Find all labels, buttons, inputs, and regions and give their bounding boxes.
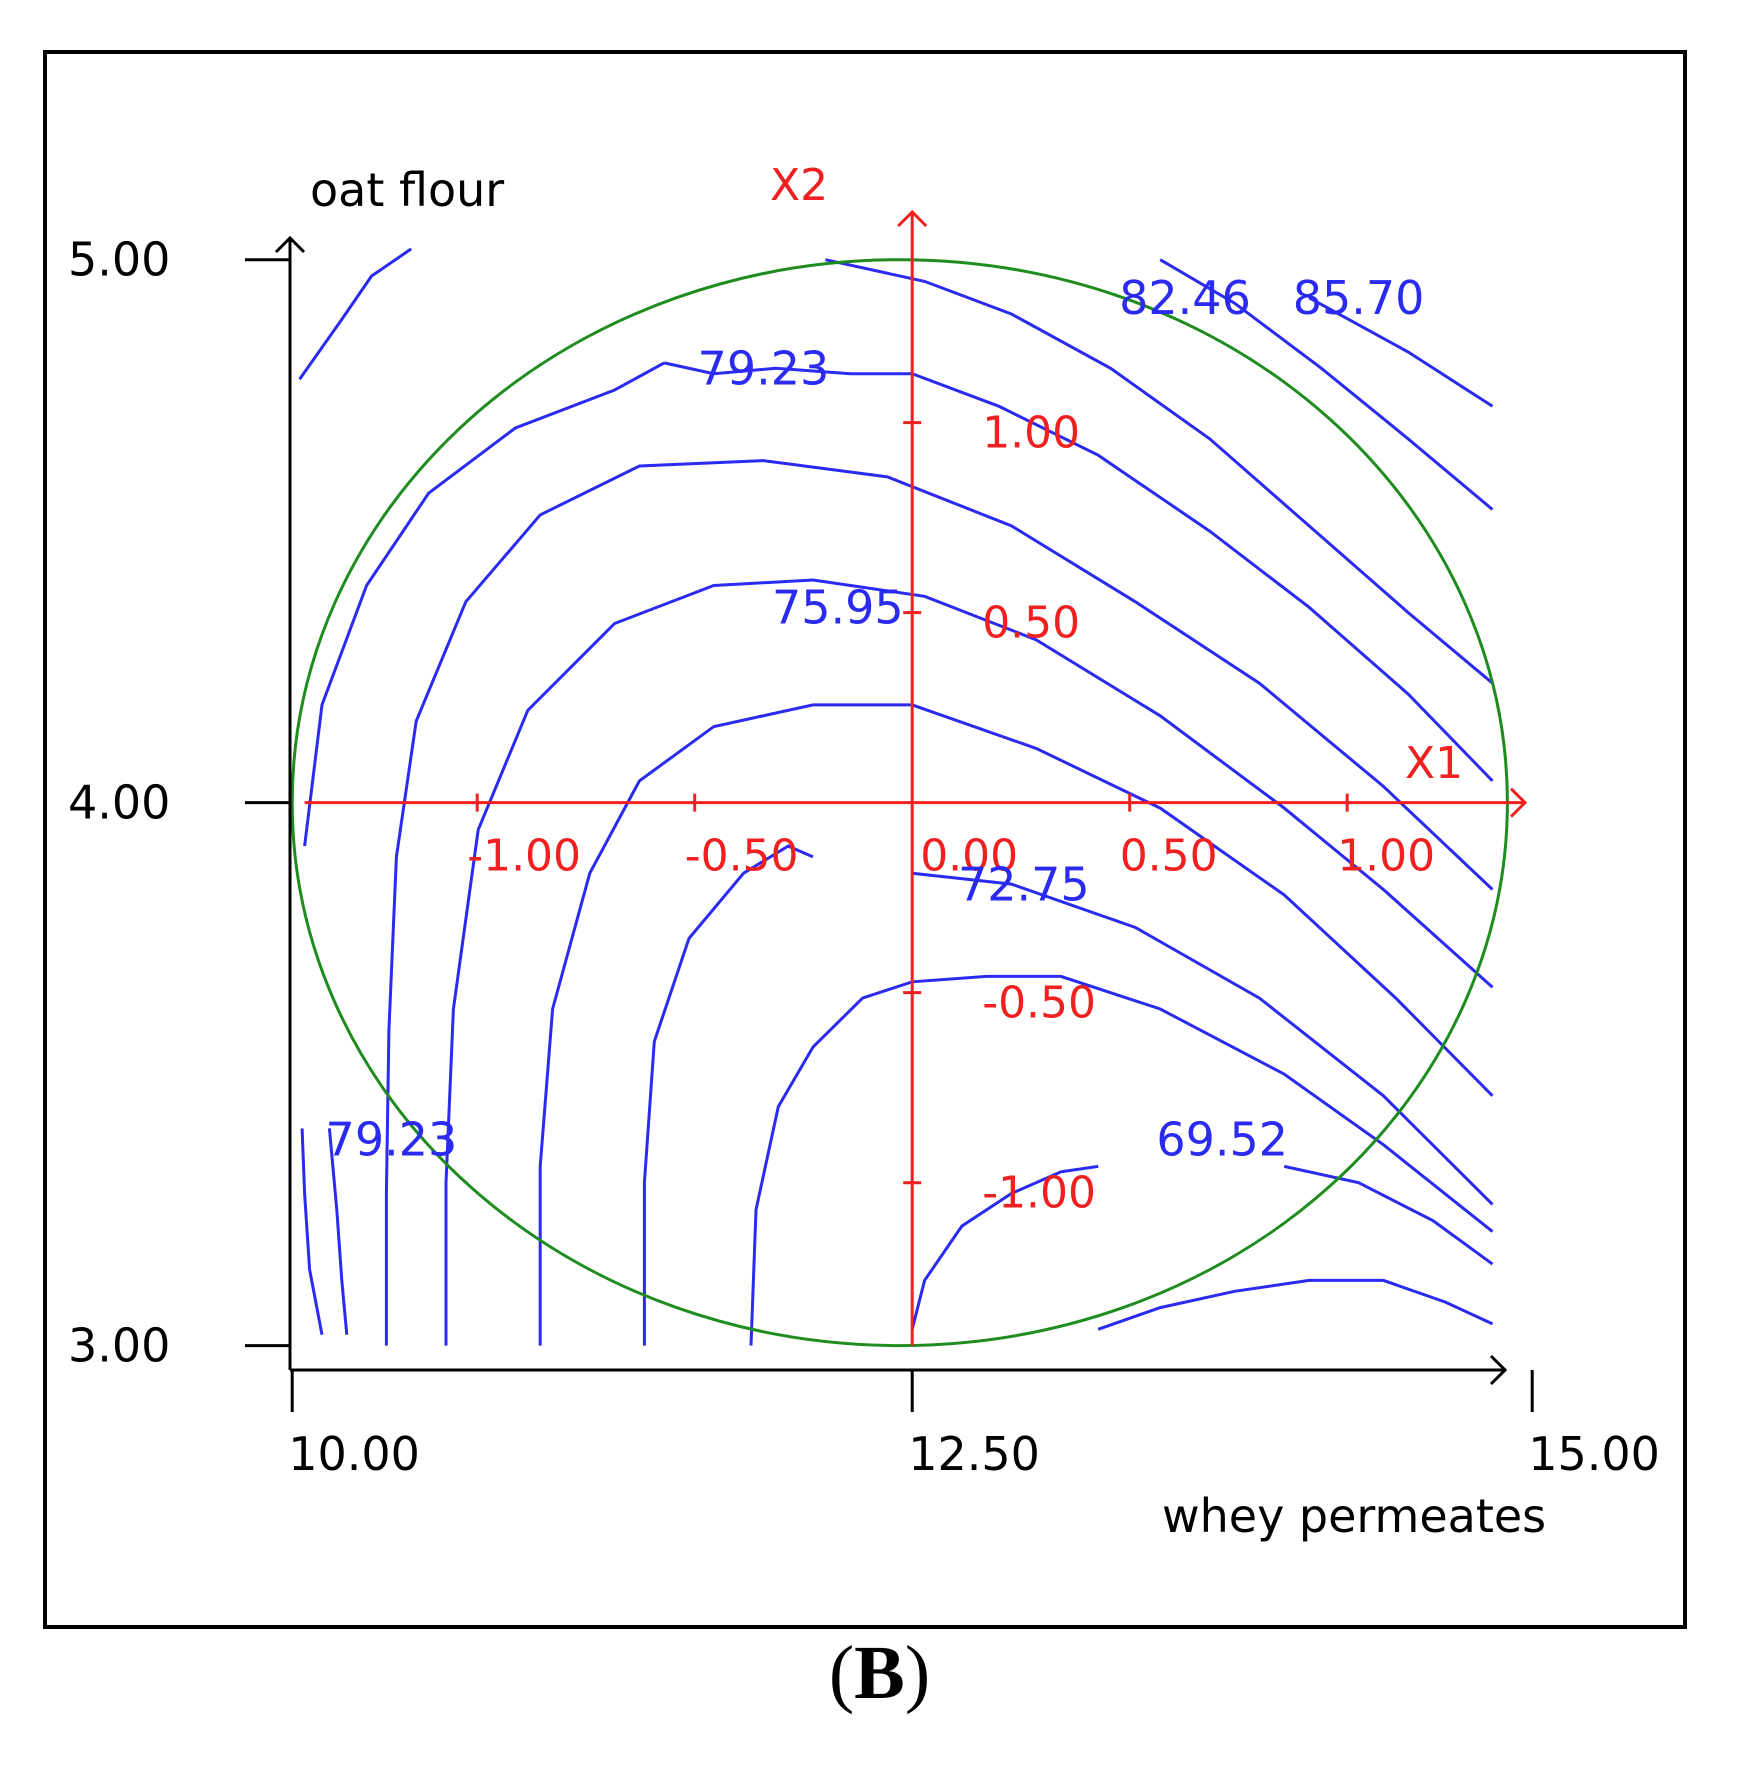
contour-line-12: [749, 974, 1494, 1346]
x-tick-label-2: 12.50: [908, 1427, 1040, 1481]
contour-line-4: [1308, 296, 1494, 408]
contour-line-17: [327, 1128, 349, 1335]
x-tick-label-3: 15.00: [1528, 1427, 1660, 1481]
contour-label-2: 85.70: [1293, 271, 1425, 325]
contour-label-4: 75.95: [772, 580, 904, 634]
y-axis-title: oat flour: [310, 163, 504, 217]
coded-axes-layer: X1 X2 -1.00 -0.50 0.00 0.50 1.00 1.00 0.50 -0.50 -…: [304, 160, 1528, 1346]
coded-x-axis-name: X1: [1405, 738, 1463, 789]
y-tick-label-2: 4.00: [68, 776, 170, 830]
contour-line-9: [538, 703, 1494, 1346]
contour-line-10: [642, 844, 814, 1346]
contour-label-7: 79.23: [326, 1113, 458, 1167]
contour-line-13: [910, 1164, 1099, 1330]
panel-caption: (B): [0, 1630, 1759, 1717]
coded-y-axis-arrow: [897, 209, 928, 228]
contour-line-6: [303, 361, 665, 847]
plot-frame: [43, 50, 1687, 1629]
coded-x-tick-label-3: 0.00: [920, 831, 1018, 882]
coded-x-tick-label-2: -0.50: [685, 831, 799, 882]
contour-label-3: 79.23: [698, 342, 830, 396]
contour-label-1: 82.46: [1119, 271, 1251, 325]
contour-line-8: [444, 578, 1494, 1346]
coded-y-tick-label-3: -0.50: [982, 978, 1096, 1029]
contour-line-1: [298, 247, 413, 381]
contour-label-5: 72.75: [958, 857, 1090, 911]
x-tick-label-1: 10.00: [288, 1427, 420, 1481]
coded-x-tick-label-4: 0.50: [1120, 831, 1218, 882]
contour-line-7: [384, 459, 1494, 1346]
coded-y-tick-label-2: 0.50: [982, 598, 1080, 649]
x-axis-arrow: [1489, 1354, 1508, 1386]
caption-close-paren: ): [904, 1631, 931, 1715]
contours-layer: [298, 247, 1494, 1346]
contour-line-3: [1159, 258, 1494, 511]
coded-y-tick-label-1: 1.00: [982, 408, 1080, 459]
contour-line-15: [1097, 1278, 1494, 1331]
coded-y-axis-name: X2: [770, 160, 828, 211]
contour-line-2: [825, 258, 1494, 685]
panel-label: B: [854, 1631, 905, 1715]
contour-line-11: [912, 871, 1494, 1206]
coded-x-tick-label-1: -1.00: [467, 831, 581, 882]
contour-line-14: [1283, 1164, 1494, 1266]
x-axis-title: whey permeates: [1162, 1489, 1546, 1543]
contour-label-6: 69.52: [1156, 1113, 1288, 1167]
coded-x-tick-label-5: 1.00: [1337, 831, 1435, 882]
coded-y-tick-label-4: -1.00: [982, 1168, 1096, 1219]
contour-line-16: [300, 1128, 324, 1335]
contour-labels-layer: 82.46 85.70 79.23 75.95 72.75 69.52 79.23: [326, 271, 1425, 1167]
axes-layer: 10.00 12.50 15.00 5.00 4.00 3.00 oat flour whey…: [68, 163, 1660, 1543]
coded-x-axis-arrow: [1509, 787, 1528, 818]
contour-line-5: [663, 361, 1494, 782]
caption-open-paren: (: [828, 1631, 855, 1715]
y-tick-label-3: 3.00: [68, 1319, 170, 1373]
y-axis-arrow: [274, 235, 306, 254]
y-tick-label-1: 5.00: [68, 233, 170, 287]
